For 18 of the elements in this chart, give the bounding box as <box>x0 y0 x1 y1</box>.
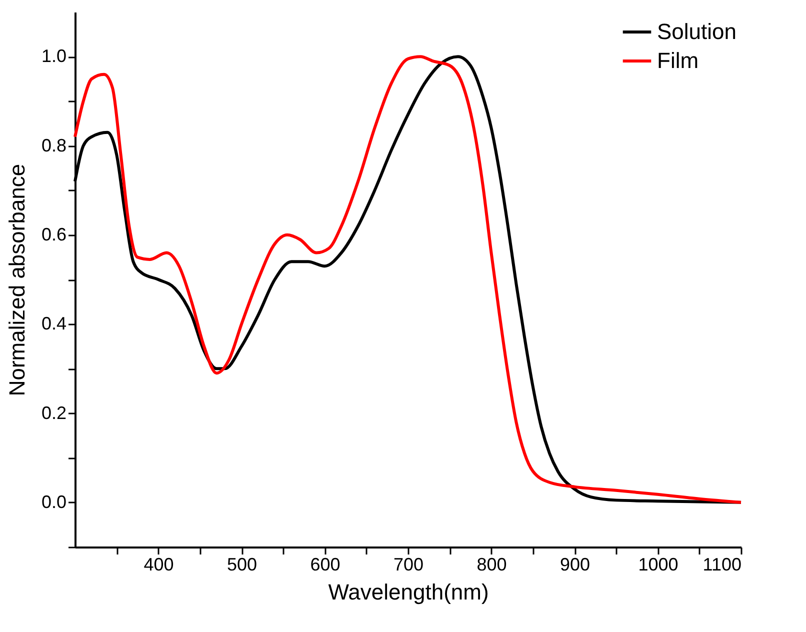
x-axis-title: Wavelength(nm) <box>328 580 489 604</box>
legend-label: Solution <box>657 19 737 44</box>
y-axis-title: Normalized absorbance <box>4 164 30 396</box>
y-tick-label: 0.2 <box>41 402 66 423</box>
x-tick-label: 800 <box>476 554 507 574</box>
x-tick-label: 1000 <box>638 554 678 574</box>
y-tick-label: 0.4 <box>41 314 66 334</box>
y-tick-label: 0.0 <box>41 492 66 512</box>
y-tick-label: 1.0 <box>41 46 66 66</box>
x-tick-label: 400 <box>144 554 174 574</box>
x-tick-label: 900 <box>560 554 590 574</box>
y-tick-label: 0.8 <box>41 135 66 156</box>
x-tick-label: 500 <box>226 554 258 574</box>
x-tick-label: 600 <box>310 554 340 574</box>
x-tick-label: 1100 <box>702 554 742 574</box>
y-tick-label: 0.6 <box>41 224 66 244</box>
x-tick-label: 700 <box>393 554 424 574</box>
legend-label: Film <box>657 48 699 73</box>
